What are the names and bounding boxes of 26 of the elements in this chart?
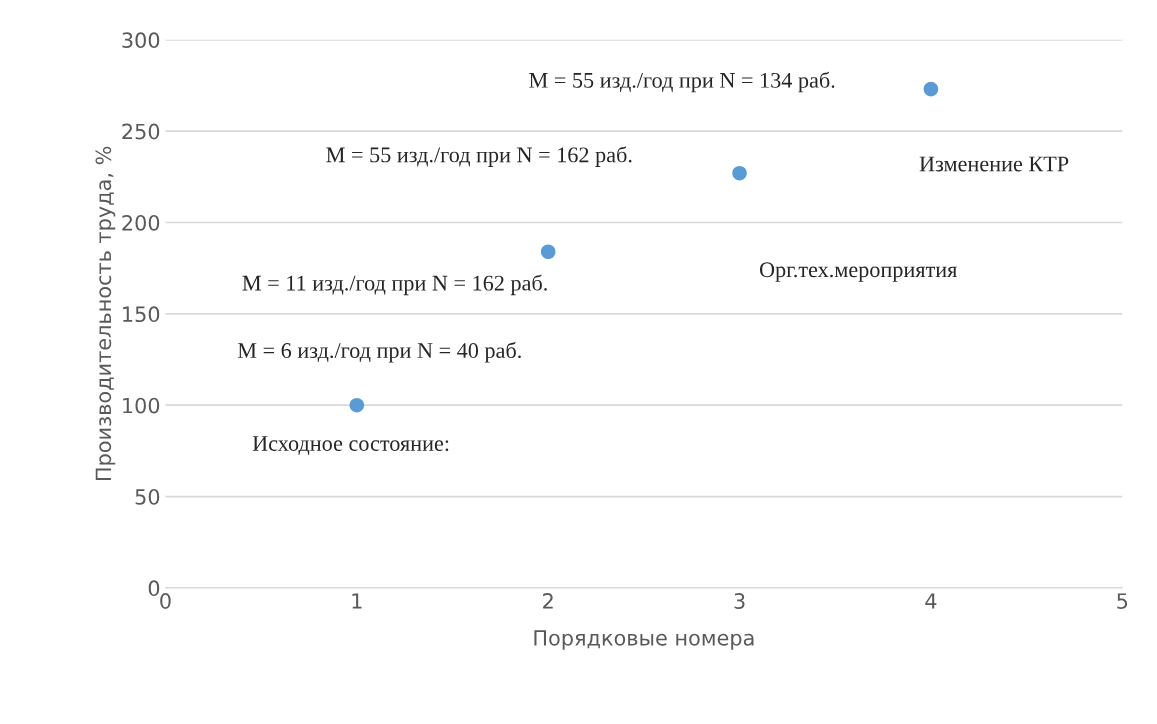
annotation: M = 11 изд./год при N = 162 раб. bbox=[242, 274, 547, 296]
annotation: M = 55 изд./год при N = 162 раб. bbox=[326, 146, 632, 167]
y-tick-label: 0 bbox=[148, 580, 160, 597]
y-tick-label: 300 bbox=[122, 32, 160, 49]
annotation: Орг.тех.мероприятия bbox=[759, 262, 957, 282]
y-tick-label: 50 bbox=[135, 489, 160, 505]
point bbox=[349, 397, 365, 413]
annotation: Изменение КТР bbox=[919, 156, 1069, 172]
annotation: M = 6 изд./год при N = 40 раб. bbox=[237, 341, 521, 363]
y-tick-label: 150 bbox=[123, 306, 160, 323]
x-tick-label: 4 bbox=[925, 593, 937, 609]
x-axis-title: Порядковые номера bbox=[534, 630, 754, 650]
annotation: Исходное состояние: bbox=[252, 436, 449, 456]
y-tick-label: 100 bbox=[123, 397, 160, 414]
y-axis-title: Производительность труда, % bbox=[95, 146, 116, 481]
annotation: M = 55 изд./год при N = 134 раб. bbox=[529, 71, 835, 93]
x-tick-label: 1 bbox=[352, 593, 362, 609]
x-tick-label: 3 bbox=[734, 593, 745, 609]
x-tick-label: 0 bbox=[160, 593, 171, 609]
x-tick-label: 5 bbox=[1117, 593, 1128, 609]
y-tick-label: 250 bbox=[122, 123, 160, 140]
point bbox=[923, 81, 939, 97]
point bbox=[732, 165, 747, 181]
y-tick-label: 200 bbox=[122, 214, 160, 231]
point bbox=[540, 244, 556, 260]
x-tick-label: 2 bbox=[543, 593, 553, 609]
